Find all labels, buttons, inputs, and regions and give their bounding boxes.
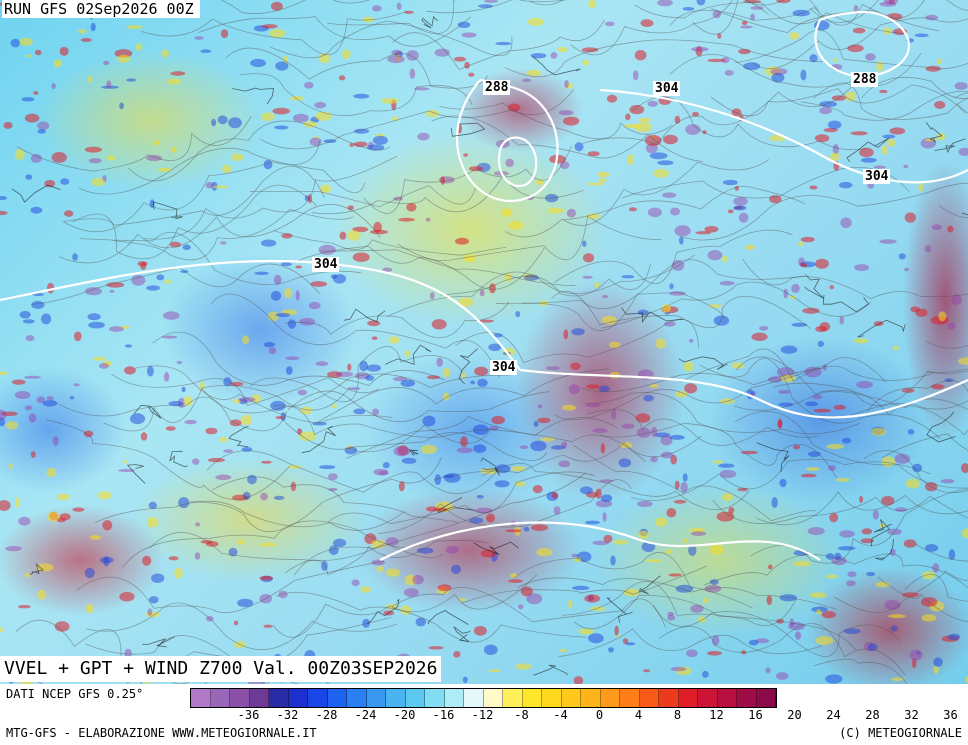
color-scale-tick-label: 8 <box>673 708 682 722</box>
color-scale-tick-label: 28 <box>865 708 880 722</box>
color-scale-cell <box>600 689 620 707</box>
color-scale-cell <box>191 689 211 707</box>
color-scale-cell <box>210 689 230 707</box>
color-scale-cell <box>366 689 386 707</box>
color-scale-cell <box>717 689 737 707</box>
color-scale-tick-label: 32 <box>904 708 919 722</box>
color-scale-tick-label: 0 <box>595 708 604 722</box>
contour-label: 304 <box>653 81 681 96</box>
wind-streamlines-layer <box>0 0 968 684</box>
color-scale-cell <box>288 689 308 707</box>
color-scale-tick-label: -16 <box>432 708 455 722</box>
variable-title: VVEL + GPT + WIND Z700 Val. 00Z03SEP2026 <box>0 656 442 682</box>
color-scale-tick-label: -36 <box>237 708 260 722</box>
color-scale-cell <box>425 689 445 707</box>
color-scale-cell <box>249 689 269 707</box>
color-scale-cell <box>698 689 718 707</box>
contour-label: 304 <box>863 169 891 184</box>
weather-map: 288 304 288 304 304 304 RUN GFS 02Sep202… <box>0 0 968 684</box>
color-scale-cell <box>483 689 503 707</box>
color-scale-cell <box>678 689 698 707</box>
color-scale-cell <box>756 689 776 707</box>
color-scale-tick-label: -8 <box>514 708 529 722</box>
color-scale-cell <box>405 689 425 707</box>
color-scale-tick-label: 36 <box>943 708 958 722</box>
color-scale-bar <box>190 688 777 708</box>
contour-label: 288 <box>483 80 511 95</box>
color-scale-cell <box>386 689 406 707</box>
color-scale-cell <box>639 689 659 707</box>
color-scale-tick-label: -4 <box>553 708 568 722</box>
color-scale-cell <box>659 689 679 707</box>
color-scale-tick-label: 4 <box>634 708 643 722</box>
color-scale-cell <box>737 689 757 707</box>
color-scale-cell <box>522 689 542 707</box>
color-scale-cell <box>269 689 289 707</box>
color-scale-tick-label: -28 <box>315 708 338 722</box>
color-scale-cell <box>620 689 640 707</box>
color-scale-tick-label: 16 <box>748 708 763 722</box>
color-scale-cell <box>464 689 484 707</box>
color-scale-tick-label: -12 <box>471 708 494 722</box>
contour-label: 304 <box>490 360 518 375</box>
contour-label: 304 <box>312 257 340 272</box>
data-source-label: DATI NCEP GFS 0.25° <box>6 687 144 701</box>
color-scale-tick-label: -32 <box>276 708 299 722</box>
color-scale-cell <box>503 689 523 707</box>
color-scale-cell <box>561 689 581 707</box>
color-scale-tick-label: -24 <box>354 708 377 722</box>
color-scale-cell <box>347 689 367 707</box>
color-scale-cell <box>581 689 601 707</box>
color-scale-cell <box>542 689 562 707</box>
color-scale-ticks: -36 -32 -28 -24 -20 -16 -12 -8 -4 0 4 8 12 16 20 24 28 32… <box>190 708 968 724</box>
color-scale-tick-label: -20 <box>393 708 416 722</box>
copyright-label: (C) METEOGIORNALE <box>839 726 962 740</box>
color-scale-tick-label: 12 <box>709 708 724 722</box>
run-title: RUN GFS 02Sep2026 00Z <box>2 0 200 18</box>
color-scale-cell <box>444 689 464 707</box>
credits-left: MTG-GFS - ELABORAZIONE WWW.METEOGIORNALE… <box>6 726 317 740</box>
contour-label: 288 <box>851 72 879 87</box>
color-scale-tick-label: 24 <box>826 708 841 722</box>
color-scale-cell <box>230 689 250 707</box>
color-scale-tick-label: 20 <box>787 708 802 722</box>
color-scale-cell <box>327 689 347 707</box>
color-scale-cell <box>308 689 328 707</box>
